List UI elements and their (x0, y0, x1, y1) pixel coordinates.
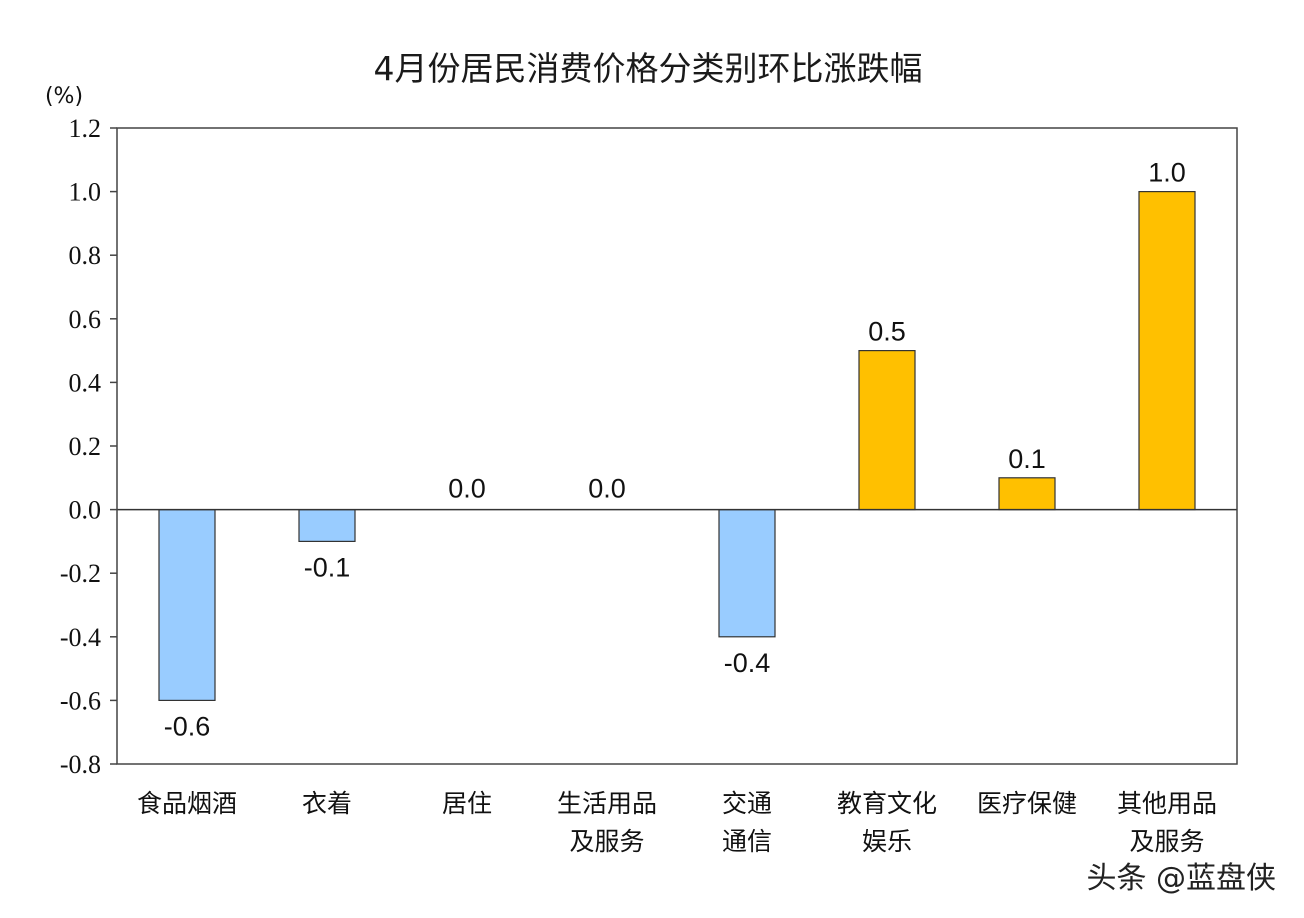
data-label: 0.0 (588, 474, 626, 504)
y-tick-label: 0.0 (69, 496, 102, 525)
y-tick-label: 0.6 (69, 305, 102, 334)
category-label: 通信 (722, 827, 772, 856)
bar (298, 509, 356, 543)
data-label: 1.0 (1148, 158, 1186, 188)
y-tick-label: 0.8 (69, 241, 102, 270)
y-tick-label: -0.4 (60, 623, 101, 652)
bars (158, 191, 1196, 702)
y-axis-unit-label: (%) (45, 84, 83, 109)
data-label: 0.1 (1008, 444, 1046, 474)
category-label: 娱乐 (862, 827, 912, 856)
category-label: 居住 (442, 789, 492, 818)
bar (158, 509, 216, 702)
data-label: -0.6 (164, 711, 211, 741)
watermark-text: 头条 @蓝盘侠 (1086, 861, 1276, 896)
category-label: 食品烟酒 (137, 789, 237, 818)
category-label: 交通 (722, 789, 772, 818)
category-label: 医疗保健 (977, 789, 1077, 818)
y-tick-label: 0.4 (69, 368, 102, 397)
y-tick-label: -0.2 (60, 559, 101, 588)
data-label: 0.5 (868, 317, 906, 347)
y-tick-label: 0.2 (69, 432, 102, 461)
y-tick-label: -0.8 (60, 750, 101, 779)
category-label: 教育文化 (837, 789, 937, 818)
bar (998, 477, 1056, 511)
category-label: 生活用品 (557, 789, 657, 818)
y-tick-label: -0.6 (60, 686, 101, 715)
bar (858, 350, 916, 511)
data-label: -0.1 (304, 552, 351, 582)
bar (718, 509, 776, 638)
data-labels: -0.6 -0.1 0.0 0.0 -0.4 0.5 0.1 1.0 (164, 158, 1186, 742)
chart-title: 4月份居民消费价格分类别环比涨跌幅 (374, 49, 923, 88)
category-label: 及服务 (1129, 827, 1204, 856)
bar (1138, 191, 1196, 511)
data-label: -0.4 (724, 648, 771, 678)
category-label: 衣着 (302, 789, 352, 818)
y-axis-ticks: 1.2 1.0 0.8 0.6 0.4 0.2 0.0 -0.2 -0.4 -0.6 -0.8 (60, 114, 117, 779)
y-tick-label: 1.0 (69, 178, 102, 207)
y-tick-label: 1.2 (69, 114, 102, 143)
category-label: 其他用品 (1117, 789, 1217, 818)
category-label: 及服务 (569, 827, 644, 856)
plot-frame (116, 127, 1238, 765)
data-label: 0.0 (448, 474, 486, 504)
